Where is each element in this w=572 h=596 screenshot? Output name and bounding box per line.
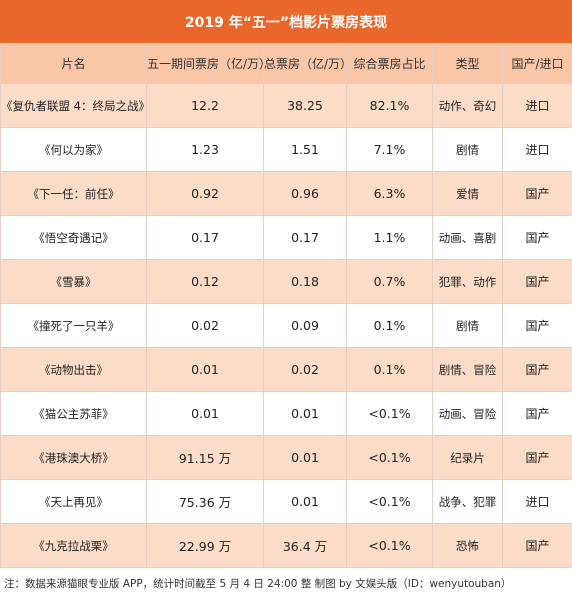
header-origin: 国产/进口 (502, 43, 572, 84)
cell-genre: 爱情 (432, 171, 503, 216)
cell-total: 0.01 (263, 479, 347, 524)
cell-film: 《复仇者联盟 4：终局之战》 (0, 83, 147, 128)
cell-total: 0.17 (263, 215, 347, 260)
cell-origin: 国产 (502, 523, 572, 568)
table-row: 《雪暴》 0.12 0.18 0.7% 犯罪、动作 国产 (0, 259, 572, 304)
cell-holiday: 91.15 万 (146, 435, 264, 480)
cell-film: 《悟空奇遇记》 (0, 215, 147, 260)
cell-origin: 国产 (502, 391, 572, 436)
cell-total: 0.09 (263, 303, 347, 348)
cell-origin: 进口 (502, 479, 572, 524)
cell-film: 《雪暴》 (0, 259, 147, 304)
cell-share: 0.1% (346, 303, 433, 348)
cell-film: 《猫公主苏菲》 (0, 391, 147, 436)
cell-film: 《天上再见》 (0, 479, 147, 524)
cell-share: 6.3% (346, 171, 433, 216)
cell-share: <0.1% (346, 523, 433, 568)
table-header-row: 片名 五一期间票房（亿/万） 总票房（亿/万） 综合票房占比 类型 国产/进口 (0, 43, 572, 84)
table-row: 《下一任：前任》 0.92 0.96 6.3% 爱情 国产 (0, 171, 572, 216)
cell-genre: 剧情 (432, 127, 503, 172)
table-row: 《九克拉战栗》 22.99 万 36.4 万 <0.1% 恐怖 国产 (0, 523, 572, 568)
cell-share: 7.1% (346, 127, 433, 172)
header-holiday-box-office: 五一期间票房（亿/万） (146, 43, 264, 84)
cell-genre: 剧情 (432, 303, 503, 348)
cell-total: 1.51 (263, 127, 347, 172)
box-office-table: 片名 五一期间票房（亿/万） 总票房（亿/万） 综合票房占比 类型 国产/进口 … (0, 43, 572, 568)
cell-origin: 国产 (502, 347, 572, 392)
header-genre: 类型 (432, 43, 503, 84)
cell-film: 《九克拉战栗》 (0, 523, 147, 568)
header-share: 综合票房占比 (346, 43, 433, 84)
cell-holiday: 0.02 (146, 303, 264, 348)
cell-film: 《何以为家》 (0, 127, 147, 172)
cell-total: 36.4 万 (263, 523, 347, 568)
cell-genre: 战争、犯罪 (432, 479, 503, 524)
cell-holiday: 22.99 万 (146, 523, 264, 568)
cell-genre: 犯罪、动作 (432, 259, 503, 304)
cell-total: 0.96 (263, 171, 347, 216)
cell-genre: 恐怖 (432, 523, 503, 568)
cell-holiday: 0.12 (146, 259, 264, 304)
cell-total: 0.18 (263, 259, 347, 304)
cell-total: 0.01 (263, 391, 347, 436)
cell-holiday: 0.17 (146, 215, 264, 260)
cell-film: 《港珠澳大桥》 (0, 435, 147, 480)
footnote: 注：数据来源猫眼专业版 APP，统计时间截至 5 月 4 日 24:00 整 制… (4, 577, 512, 590)
cell-film: 《动物出击》 (0, 347, 147, 392)
cell-holiday: 0.01 (146, 391, 264, 436)
cell-share: <0.1% (346, 479, 433, 524)
cell-holiday: 0.92 (146, 171, 264, 216)
header-film: 片名 (0, 43, 147, 84)
table-title: 2019 年“五一”档影片票房表现 (0, 0, 572, 43)
table-row: 《港珠澳大桥》 91.15 万 0.01 <0.1% 纪录片 国产 (0, 435, 572, 480)
cell-share: 0.7% (346, 259, 433, 304)
cell-film: 《下一任：前任》 (0, 171, 147, 216)
header-total-box-office: 总票房（亿/万） (263, 43, 347, 84)
cell-holiday: 75.36 万 (146, 479, 264, 524)
cell-origin: 国产 (502, 215, 572, 260)
cell-holiday: 1.23 (146, 127, 264, 172)
table-row: 《撞死了一只羊》 0.02 0.09 0.1% 剧情 国产 (0, 303, 572, 348)
cell-holiday: 12.2 (146, 83, 264, 128)
cell-genre: 动作、奇幻 (432, 83, 503, 128)
cell-share: 1.1% (346, 215, 433, 260)
cell-genre: 动画、喜剧 (432, 215, 503, 260)
cell-share: <0.1% (346, 391, 433, 436)
cell-film: 《撞死了一只羊》 (0, 303, 147, 348)
cell-share: 82.1% (346, 83, 433, 128)
table-row: 《天上再见》 75.36 万 0.01 <0.1% 战争、犯罪 进口 (0, 479, 572, 524)
table-row: 《猫公主苏菲》 0.01 0.01 <0.1% 动画、冒险 国产 (0, 391, 572, 436)
cell-origin: 国产 (502, 303, 572, 348)
cell-genre: 剧情、冒险 (432, 347, 503, 392)
cell-total: 38.25 (263, 83, 347, 128)
cell-share: 0.1% (346, 347, 433, 392)
cell-total: 0.01 (263, 435, 347, 480)
cell-origin: 进口 (502, 127, 572, 172)
cell-origin: 国产 (502, 259, 572, 304)
table-row: 《动物出击》 0.01 0.02 0.1% 剧情、冒险 国产 (0, 347, 572, 392)
cell-origin: 国产 (502, 171, 572, 216)
cell-genre: 纪录片 (432, 435, 503, 480)
cell-share: <0.1% (346, 435, 433, 480)
cell-origin: 进口 (502, 83, 572, 128)
cell-genre: 动画、冒险 (432, 391, 503, 436)
table-row: 《复仇者联盟 4：终局之战》 12.2 38.25 82.1% 动作、奇幻 进口 (0, 83, 572, 128)
cell-holiday: 0.01 (146, 347, 264, 392)
table-row: 《悟空奇遇记》 0.17 0.17 1.1% 动画、喜剧 国产 (0, 215, 572, 260)
table-row: 《何以为家》 1.23 1.51 7.1% 剧情 进口 (0, 127, 572, 172)
cell-total: 0.02 (263, 347, 347, 392)
cell-origin: 国产 (502, 435, 572, 480)
